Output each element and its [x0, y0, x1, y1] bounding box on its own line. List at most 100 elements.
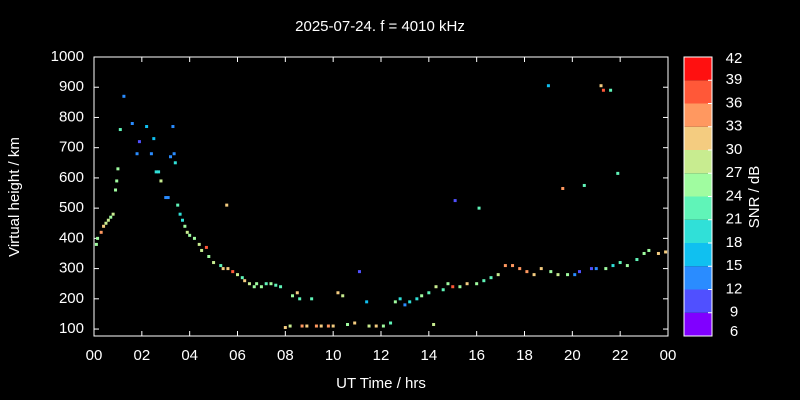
data-point: [172, 152, 176, 156]
data-point: [511, 264, 515, 268]
data-point: [393, 300, 397, 304]
y-tick-label: 100: [59, 320, 84, 337]
data-point: [255, 282, 259, 286]
data-point: [252, 285, 256, 289]
colorbar-band: [684, 57, 712, 81]
data-point: [573, 273, 577, 277]
data-point: [496, 273, 500, 277]
x-tick-label: 10: [325, 347, 342, 364]
data-point: [566, 273, 570, 277]
data-point: [149, 152, 153, 156]
data-point: [601, 88, 605, 92]
colorbar-band: [684, 289, 712, 313]
x-tick-label: 14: [420, 347, 437, 364]
plot-frame: [93, 56, 669, 337]
x-tick-label: 02: [133, 347, 150, 364]
data-point: [475, 282, 479, 286]
data-point: [365, 300, 369, 304]
colorbar-band: [684, 126, 712, 150]
y-tick-label: 200: [59, 290, 84, 307]
colorbar-tick-label: 15: [726, 257, 743, 274]
data-point: [116, 167, 120, 171]
data-point: [458, 285, 462, 289]
data-point: [582, 183, 586, 187]
data-point: [594, 267, 598, 271]
data-point: [599, 84, 603, 88]
data-point: [99, 230, 103, 234]
colorbar-band: [684, 219, 712, 243]
data-point: [503, 264, 507, 268]
data-point: [432, 323, 436, 327]
y-tick-label: 700: [59, 139, 84, 156]
data-point: [403, 303, 407, 307]
y-tick-label: 1000: [51, 48, 84, 65]
data-point: [173, 161, 177, 165]
data-point: [274, 283, 278, 287]
data-point: [212, 261, 216, 265]
data-point: [642, 251, 646, 255]
data-point: [169, 155, 173, 159]
data-point: [314, 324, 318, 328]
data-point: [477, 206, 481, 210]
data-point: [441, 288, 445, 292]
colorbar-tick-label: 39: [726, 71, 743, 88]
data-point: [618, 261, 622, 265]
colorbar-band: [684, 266, 712, 290]
data-point: [326, 324, 330, 328]
data-point: [171, 125, 175, 129]
data-point: [341, 294, 345, 298]
x-tick-label: 22: [612, 347, 629, 364]
colorbar-tick-label: 9: [730, 304, 738, 321]
colorbar-band: [684, 312, 712, 336]
data-point: [180, 218, 184, 222]
colorbar-tick-label: 18: [726, 234, 743, 251]
x-tick-label: 00: [86, 347, 103, 364]
colorbar-tick-label: 42: [726, 50, 743, 67]
data-point: [291, 294, 295, 298]
data-point: [656, 251, 660, 255]
y-axis-label: Virtual height / km: [6, 137, 23, 257]
y-tick-label: 300: [59, 260, 84, 277]
data-point: [561, 186, 565, 190]
data-point: [420, 294, 424, 298]
data-point: [381, 324, 385, 328]
data-point: [625, 264, 629, 268]
data-point: [353, 321, 357, 325]
data-point: [453, 199, 457, 203]
data-point: [446, 282, 450, 286]
data-point: [269, 282, 273, 286]
data-point: [178, 212, 182, 216]
x-tick-label: 20: [564, 347, 581, 364]
data-point: [539, 267, 543, 271]
data-point: [489, 276, 493, 280]
data-point: [122, 94, 126, 98]
colorbar-tick-label: 30: [726, 141, 743, 158]
data-point: [104, 221, 108, 225]
data-point: [357, 270, 361, 274]
data-point: [225, 203, 229, 207]
data-point: [336, 291, 340, 295]
data-point: [135, 152, 139, 156]
data-point: [374, 324, 378, 328]
data-point: [298, 297, 302, 301]
data-point: [259, 285, 263, 289]
data-point: [300, 324, 304, 328]
data-point: [518, 267, 522, 271]
data-point: [434, 285, 438, 289]
data-point: [204, 245, 208, 249]
data-point: [157, 170, 161, 174]
data-point: [389, 321, 393, 325]
data-point: [137, 140, 141, 144]
data-point: [219, 264, 223, 268]
data-point: [152, 137, 156, 141]
data-point: [188, 233, 192, 237]
data-point: [164, 196, 168, 200]
data-point: [197, 242, 201, 246]
data-point: [240, 276, 244, 280]
data-point: [200, 248, 204, 252]
data-point: [166, 196, 170, 200]
data-point: [221, 267, 225, 271]
data-point: [465, 282, 469, 286]
data-point: [145, 125, 149, 129]
data-point: [115, 179, 119, 183]
